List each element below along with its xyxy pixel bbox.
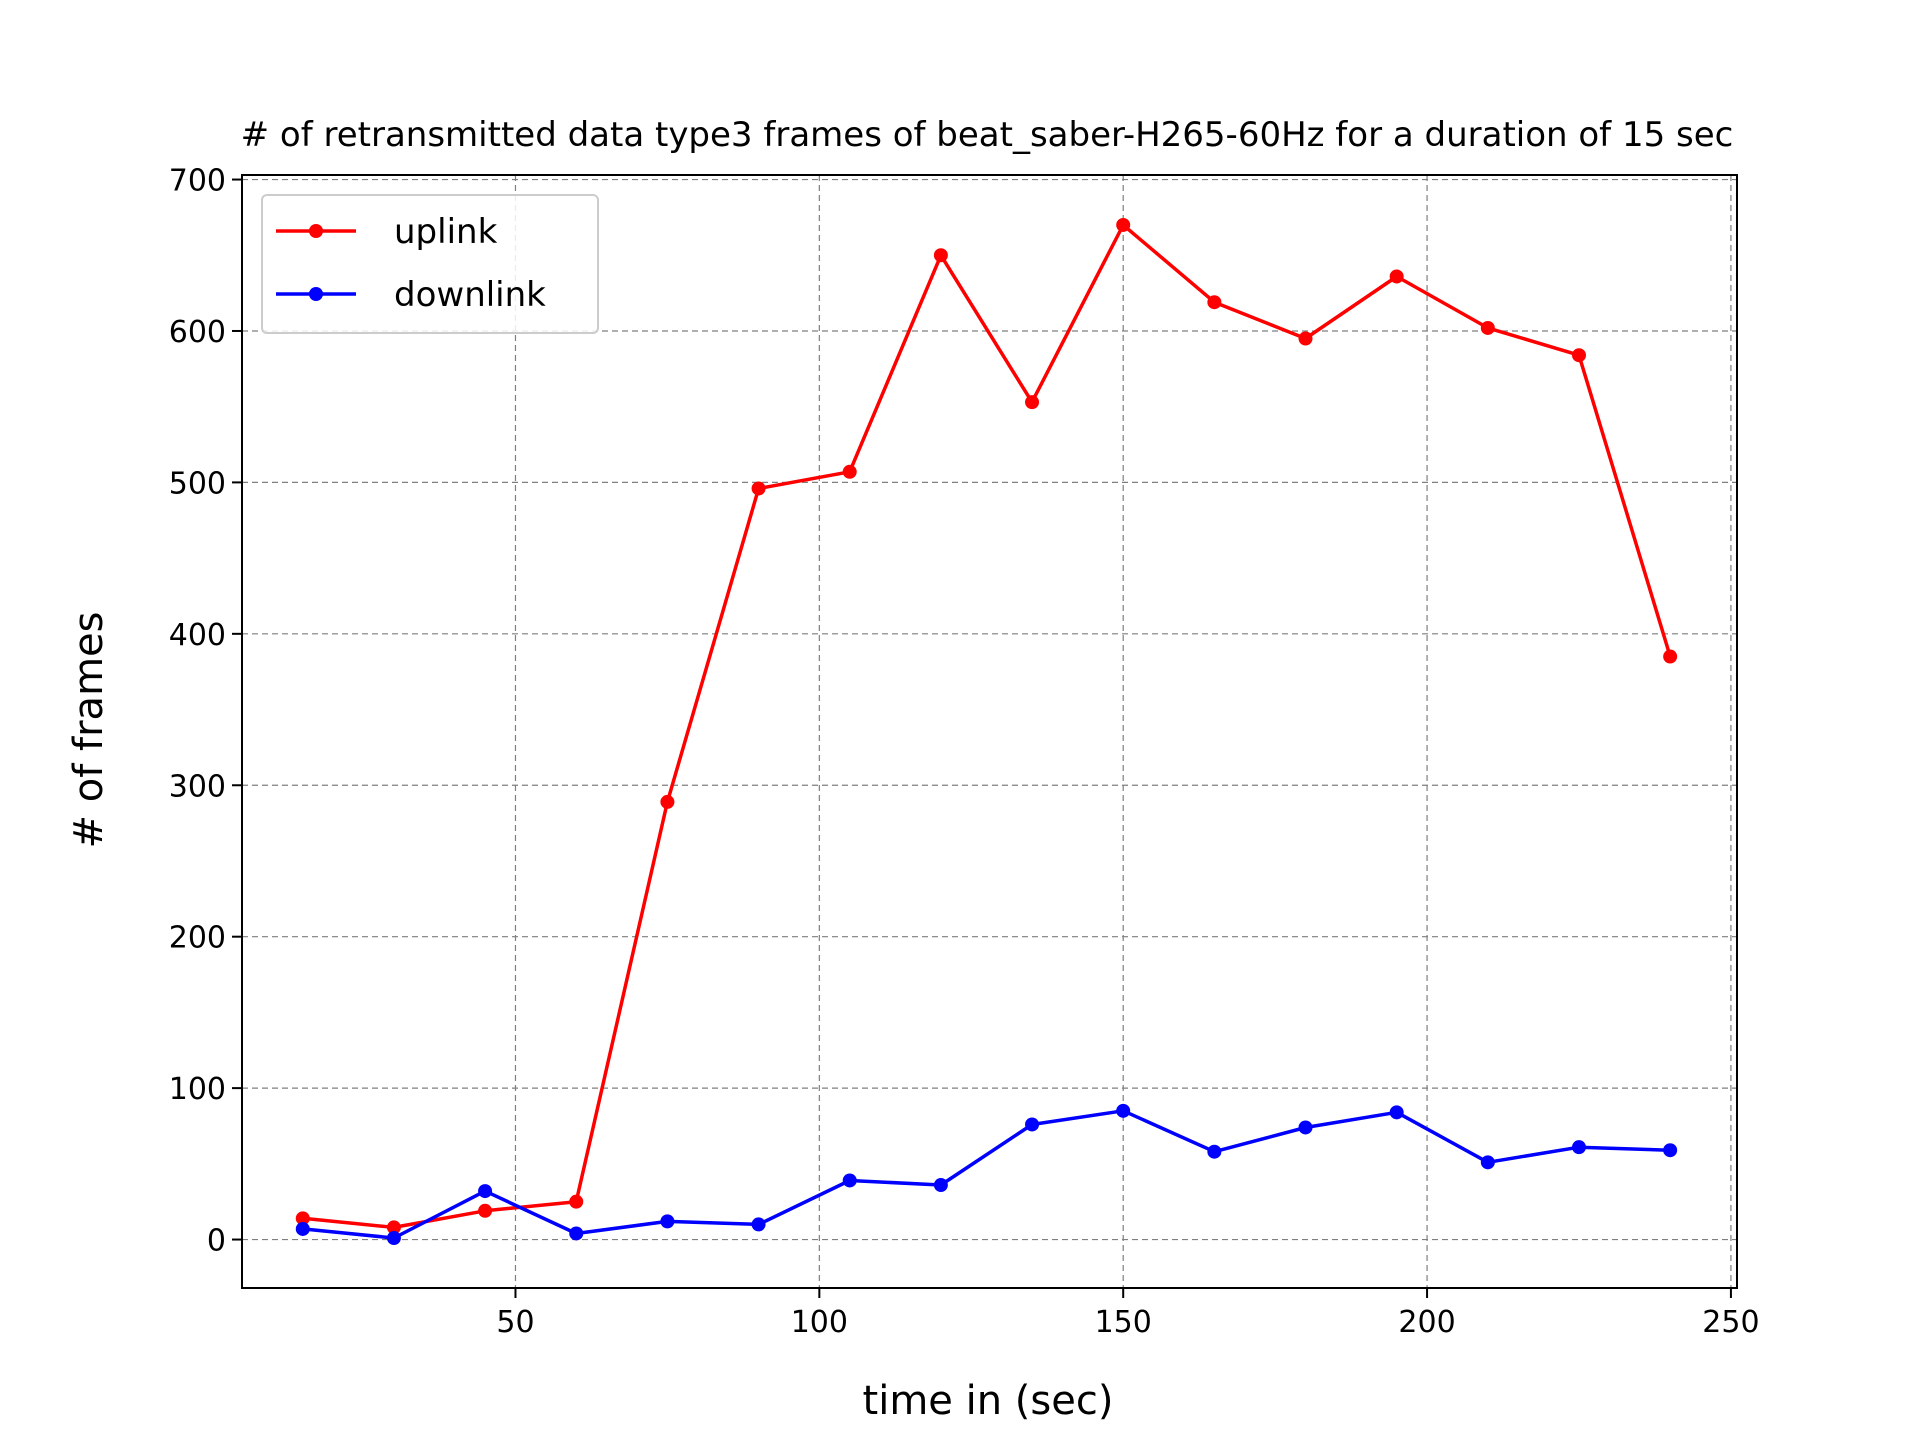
data-point-downlink <box>842 1173 857 1188</box>
chart-title: # of retransmitted data type3 frames of … <box>241 115 1734 155</box>
data-point-downlink <box>1389 1105 1404 1120</box>
series-layer <box>295 217 1678 1246</box>
legend-marker-uplink <box>309 224 323 238</box>
data-point-downlink <box>1663 1143 1678 1158</box>
data-point-downlink <box>569 1226 584 1241</box>
data-point-uplink <box>478 1203 493 1218</box>
y-axis-label: # of frames <box>66 612 112 849</box>
x-tick-label: 150 <box>1095 1305 1152 1340</box>
data-point-uplink <box>1298 331 1313 346</box>
data-point-downlink <box>386 1231 401 1246</box>
y-tick-label: 600 <box>169 315 226 350</box>
y-tick-label: 400 <box>169 618 226 653</box>
plot-area-frame <box>241 174 1738 1289</box>
y-tick-label: 200 <box>169 921 226 956</box>
data-point-uplink <box>569 1194 584 1209</box>
series-line-downlink <box>302 1109 1671 1240</box>
data-point-uplink <box>933 248 948 263</box>
data-point-downlink <box>751 1217 766 1232</box>
legend-label-uplink: uplink <box>394 212 498 252</box>
x-tick-label: 200 <box>1398 1305 1455 1340</box>
data-point-downlink <box>1298 1120 1313 1135</box>
data-point-downlink <box>478 1184 493 1199</box>
data-point-uplink <box>1389 269 1404 284</box>
x-axis-label: time in (sec) <box>863 1378 1114 1424</box>
data-point-uplink <box>295 1211 310 1226</box>
data-point-uplink <box>1207 295 1222 310</box>
x-tick-label: 50 <box>496 1305 534 1340</box>
data-point-uplink <box>751 481 766 496</box>
legend: uplink downlink <box>261 194 599 334</box>
data-point-uplink <box>1025 395 1040 410</box>
data-point-uplink <box>1480 320 1495 335</box>
data-point-downlink <box>1207 1144 1222 1159</box>
grid-lines <box>242 175 1737 1288</box>
data-point-uplink <box>842 464 857 479</box>
data-point-downlink <box>1025 1117 1040 1132</box>
y-tick-label: 700 <box>169 164 226 199</box>
data-point-downlink <box>295 1221 310 1236</box>
data-point-uplink <box>386 1220 401 1235</box>
legend-label-downlink: downlink <box>394 275 546 315</box>
data-point-uplink <box>1571 348 1586 363</box>
data-point-downlink <box>1571 1140 1586 1155</box>
data-point-uplink <box>1663 649 1678 664</box>
data-point-uplink <box>1116 217 1131 232</box>
x-tick-label: 100 <box>791 1305 848 1340</box>
data-point-uplink <box>660 794 675 809</box>
axes: 50 100 150 200 250 0 100 200 300 400 500 600 700 <box>169 164 1760 1340</box>
series-line-uplink <box>302 223 1672 1230</box>
data-point-downlink <box>660 1214 675 1229</box>
legend-marker-downlink <box>309 287 323 301</box>
y-tick-label: 100 <box>169 1072 226 1107</box>
data-point-downlink <box>933 1178 948 1193</box>
x-tick-label: 250 <box>1702 1305 1759 1340</box>
y-tick-label: 0 <box>207 1224 226 1259</box>
data-point-downlink <box>1480 1155 1495 1170</box>
y-tick-label: 300 <box>169 769 226 804</box>
y-tick-label: 500 <box>169 466 226 501</box>
data-point-downlink <box>1116 1103 1131 1118</box>
